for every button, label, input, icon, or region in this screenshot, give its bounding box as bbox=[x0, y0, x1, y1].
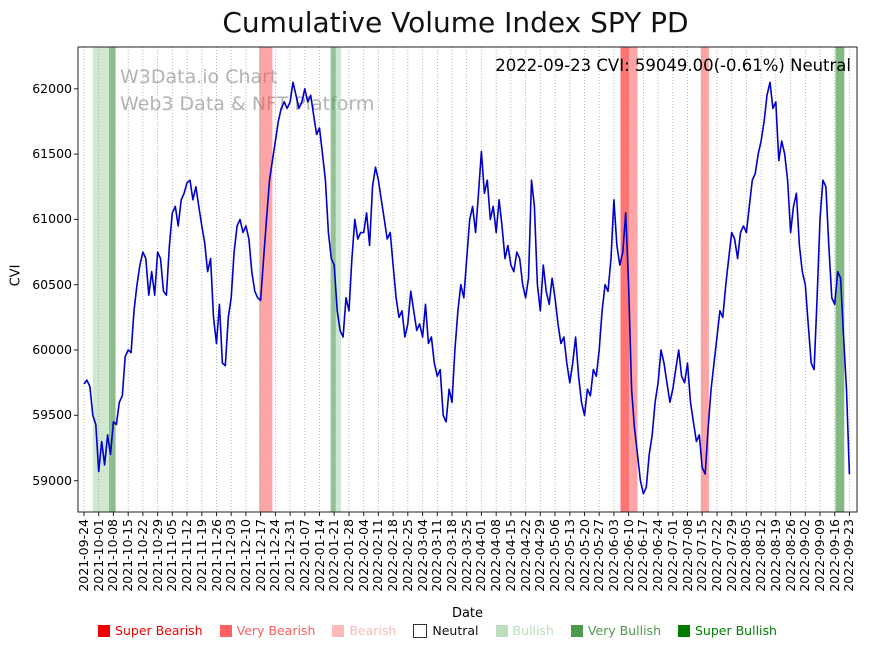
x-tick-label: 2021-11-05 bbox=[164, 519, 180, 592]
legend-item-super-bullish: Super Bullish bbox=[678, 623, 777, 638]
legend-label-very-bearish: Very Bearish bbox=[236, 623, 316, 638]
sentiment-legend: Super Bearish Very Bearish Bearish Neutral B… bbox=[0, 623, 875, 638]
legend-label-bullish: Bullish bbox=[512, 623, 554, 638]
x-axis-label: Date bbox=[451, 606, 484, 621]
x-tick-label: 2022-04-01 bbox=[473, 519, 489, 592]
sentiment-band-very-bearish bbox=[700, 47, 709, 512]
x-tick-label: 2022-01-21 bbox=[326, 519, 342, 592]
sentiment-band-very-bearish bbox=[629, 47, 638, 512]
chart-title: Cumulative Volume Index SPY PD bbox=[222, 6, 689, 39]
y-tick-label: 61500 bbox=[32, 146, 72, 162]
legend-item-very-bullish: Very Bullish bbox=[570, 623, 661, 638]
y-tick-label: 61000 bbox=[32, 211, 72, 227]
x-tick-label: 2022-09-02 bbox=[797, 519, 813, 592]
legend-label-very-bullish: Very Bullish bbox=[587, 623, 661, 638]
sentiment-band-very-bearish bbox=[259, 47, 273, 512]
x-tick-label: 2022-01-07 bbox=[296, 519, 312, 592]
sentiment-band-very-bullish bbox=[109, 47, 116, 512]
x-tick-label: 2021-12-03 bbox=[223, 519, 239, 592]
x-tick-label: 2022-02-25 bbox=[399, 519, 415, 592]
legend-item-very-bearish: Very Bearish bbox=[219, 623, 316, 638]
x-tick-label: 2022-04-15 bbox=[502, 519, 518, 592]
x-tick-label: 2022-09-23 bbox=[841, 519, 857, 592]
x-tick-label: 2022-07-15 bbox=[694, 519, 710, 592]
legend-item-bullish: Bullish bbox=[495, 623, 554, 638]
x-tick-label: 2022-04-29 bbox=[532, 519, 548, 592]
legend-label-neutral: Neutral bbox=[432, 623, 479, 638]
legend-label-bearish: Bearish bbox=[349, 623, 397, 638]
x-tick-label: 2022-03-18 bbox=[444, 519, 459, 592]
y-tick-label: 62000 bbox=[32, 80, 72, 96]
legend-swatch-very-bearish bbox=[219, 624, 232, 637]
legend-swatch-bullish bbox=[495, 624, 508, 637]
x-tick-label: 2022-07-22 bbox=[709, 519, 724, 592]
x-tick-label: 2021-12-31 bbox=[282, 519, 298, 592]
x-tick-label: 2022-06-17 bbox=[635, 519, 651, 592]
x-tick-label: 2022-06-03 bbox=[605, 519, 621, 592]
last-value-annotation: 2022-09-23 CVI: 59049.00(-0.61%) Neutral bbox=[495, 56, 851, 75]
x-tick-label: 2021-10-22 bbox=[134, 519, 150, 592]
x-tick-label: 2022-08-19 bbox=[767, 519, 783, 592]
sentiment-band-very-bullish bbox=[330, 47, 336, 512]
sentiment-band-super-bearish bbox=[620, 47, 630, 512]
sentiment-band-bullish bbox=[92, 47, 109, 512]
legend-swatch-super-bearish bbox=[98, 624, 111, 637]
legend-label-super-bearish: Super Bearish bbox=[115, 623, 203, 638]
legend-swatch-super-bullish bbox=[678, 624, 690, 637]
x-tick-label: 2021-12-10 bbox=[237, 519, 253, 592]
x-tick-label: 2022-09-09 bbox=[812, 519, 827, 592]
legend-swatch-very-bullish bbox=[570, 624, 583, 637]
x-tick-label: 2021-09-24 bbox=[76, 519, 91, 592]
y-tick-label: 59500 bbox=[32, 407, 72, 423]
x-tick-label: 2022-02-18 bbox=[385, 519, 401, 592]
legend-item-neutral: Neutral bbox=[413, 623, 479, 638]
plot-border bbox=[77, 46, 858, 513]
cvi-line bbox=[83, 81, 851, 495]
legend-label-super-bullish: Super Bullish bbox=[695, 623, 777, 638]
legend-swatch-bearish bbox=[332, 624, 345, 637]
x-tick-label: 2022-04-08 bbox=[488, 519, 504, 592]
x-tick-label: 2022-03-11 bbox=[429, 519, 445, 592]
x-tick-label: 2022-08-12 bbox=[753, 519, 769, 592]
x-tick-label: 2022-02-11 bbox=[370, 519, 386, 592]
y-tick-label: 60000 bbox=[32, 342, 72, 357]
legend-item-bearish: Bearish bbox=[332, 623, 396, 638]
x-tick-label: 2022-07-01 bbox=[664, 519, 680, 592]
x-tick-label: 2022-08-05 bbox=[738, 519, 754, 592]
y-tick-label: 60500 bbox=[32, 276, 72, 292]
x-tick-label: 2022-06-24 bbox=[650, 519, 666, 592]
y-tick-label: 59000 bbox=[32, 472, 72, 488]
x-tick-label: 2022-01-28 bbox=[341, 519, 356, 592]
x-tick-label: 2021-10-08 bbox=[105, 519, 121, 592]
y-axis-label: CVI bbox=[8, 264, 24, 287]
x-tick-label: 2022-05-06 bbox=[547, 519, 562, 592]
x-tick-label: 2021-11-19 bbox=[193, 519, 209, 592]
x-tick-label: 2021-11-12 bbox=[179, 519, 194, 592]
sentiment-band-bullish bbox=[335, 47, 341, 512]
x-tick-label: 2021-10-15 bbox=[120, 519, 136, 592]
x-tick-label: 2022-05-27 bbox=[591, 519, 607, 592]
legend-swatch-neutral bbox=[413, 623, 428, 638]
legend-item-super-bearish: Super Bearish bbox=[98, 623, 203, 638]
watermark-line1: W3Data.io Chart bbox=[120, 66, 278, 88]
x-tick-label: 2021-12-24 bbox=[267, 519, 283, 592]
x-tick-label: 2022-05-13 bbox=[561, 519, 577, 592]
